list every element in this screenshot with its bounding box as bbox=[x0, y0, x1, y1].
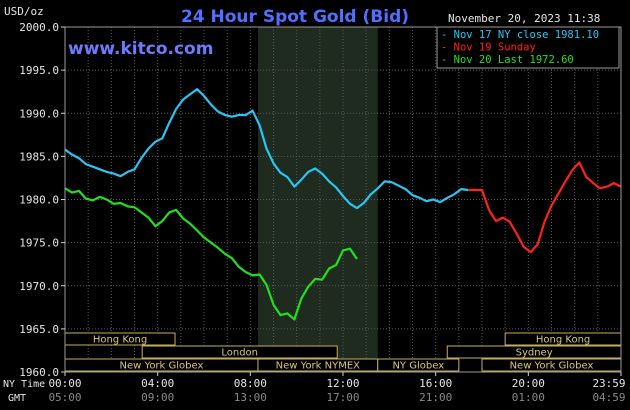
timestamp: November 20, 2023 11:38 bbox=[448, 12, 600, 25]
session-label: Hong Kong bbox=[536, 335, 590, 346]
unit-label: USD/oz bbox=[4, 5, 44, 18]
y-tick-label: 1985.0 bbox=[19, 150, 59, 163]
legend-entry: - Nov 17 NY close 1981.10 bbox=[441, 29, 599, 41]
x-tick-label-ny: 08:00 bbox=[234, 377, 267, 390]
x-tick-label-gmt: 05:00 bbox=[48, 391, 81, 404]
legend-entry: - Nov 20 Last 1972.60 bbox=[441, 54, 574, 66]
y-tick-label: 1975.0 bbox=[19, 237, 59, 250]
x-tick-label-gmt: 09:00 bbox=[141, 391, 174, 404]
x-tick-label-ny: 23:59 bbox=[592, 377, 625, 390]
gmt-label: GMT bbox=[8, 393, 26, 404]
y-tick-label: 1995.0 bbox=[19, 64, 59, 77]
market-sessions: Hong Kong Hong Kong London Sydney New York G… bbox=[64, 332, 622, 372]
series-line bbox=[468, 161, 622, 254]
legend-box bbox=[436, 26, 620, 69]
legend: - Nov 17 NY close 1981.10- Nov 19 Sunday… bbox=[436, 26, 620, 69]
session-label: New York NYMEX bbox=[276, 361, 361, 372]
x-tick-label-ny: 00:00 bbox=[48, 377, 81, 390]
session-bar bbox=[141, 345, 338, 359]
session-label: Hong Kong bbox=[93, 335, 147, 346]
series-line bbox=[64, 87, 469, 210]
legend-entry: - Nov 19 Sunday bbox=[441, 42, 536, 54]
session-label: London bbox=[221, 348, 258, 359]
ny-time-label: NY Time bbox=[3, 379, 45, 390]
x-tick-label-ny: 20:00 bbox=[512, 377, 545, 390]
session-label: New York Globex bbox=[120, 361, 204, 372]
y-tick-label: 1990.0 bbox=[19, 107, 59, 120]
watermark: www.kitco.com bbox=[68, 39, 213, 59]
y-tick-label: 1970.0 bbox=[19, 280, 59, 293]
y-tick-label: 1980.0 bbox=[19, 194, 59, 207]
y-tick-label: 1960.0 bbox=[19, 366, 59, 379]
session-bar bbox=[377, 358, 460, 372]
y-tick-label: 1965.0 bbox=[19, 323, 59, 336]
chart-title: 24 Hour Spot Gold (Bid) bbox=[181, 7, 409, 27]
x-tick-label-gmt: 04:59 bbox=[592, 391, 625, 404]
y-axis: 2000.0 1995.0 1990.0 1985.0 1980.0 1975.0 1970… bbox=[19, 21, 65, 379]
x-tick-label-gmt: 13:00 bbox=[234, 391, 267, 404]
x-tick-label-gmt: 01:00 bbox=[512, 391, 545, 404]
gridlines bbox=[65, 27, 621, 372]
x-tick-label-ny: 16:00 bbox=[419, 377, 452, 390]
series-line bbox=[64, 187, 358, 321]
price-series bbox=[64, 87, 622, 321]
x-tick-label-ny: 04:00 bbox=[141, 377, 174, 390]
session-label: Sydney bbox=[516, 348, 553, 359]
y-tick-label: 2000.0 bbox=[19, 21, 59, 34]
x-tick-label-gmt: 21:00 bbox=[419, 391, 452, 404]
session-label: NY Globex bbox=[392, 361, 444, 372]
x-axis: 00:00 04:00 08:00 12:00 16:00 20:00 23:59 05:00… bbox=[3, 372, 626, 404]
x-tick-label-gmt: 17:00 bbox=[326, 391, 359, 404]
session-label: New York Globex bbox=[510, 361, 594, 372]
x-tick-label-ny: 12:00 bbox=[326, 377, 359, 390]
